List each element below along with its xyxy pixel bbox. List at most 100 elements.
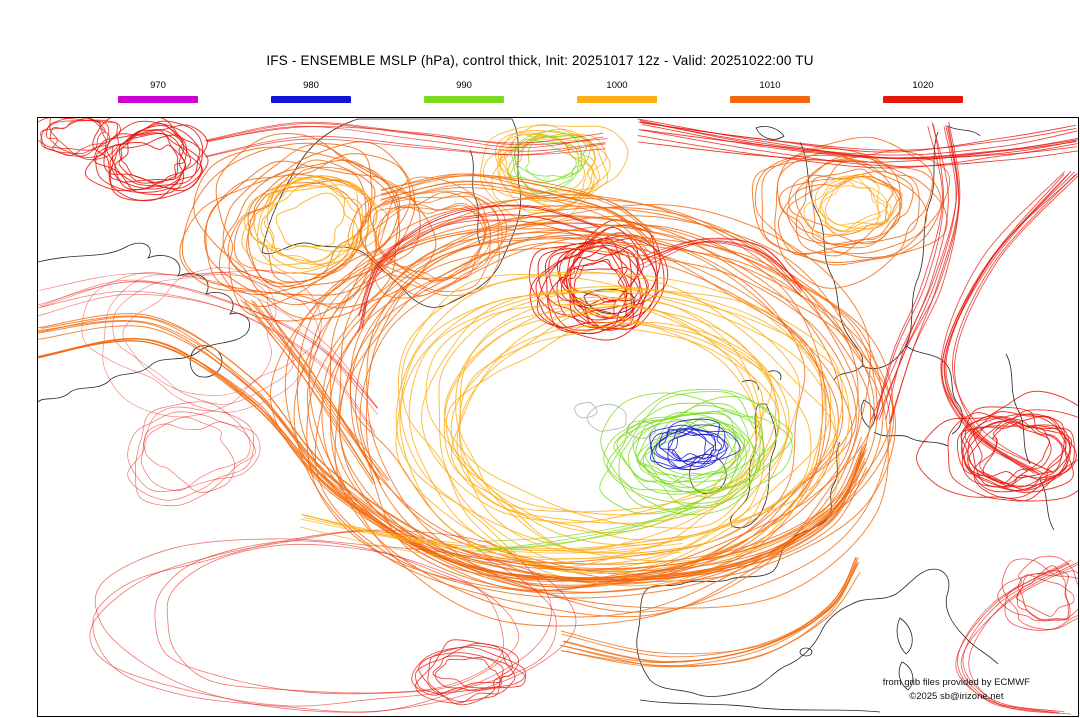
- contour-1020: [144, 416, 235, 493]
- contour-1020: [566, 259, 641, 307]
- contour-1020: [890, 125, 960, 422]
- contour-1020: [1016, 570, 1071, 621]
- contour-1010: [240, 299, 374, 485]
- contour-1020: [941, 173, 1078, 472]
- contour-1020: [205, 135, 606, 157]
- contour-1020: [565, 237, 634, 319]
- coastline-path: [1005, 353, 1031, 465]
- contour-1000: [817, 176, 881, 233]
- contour-1010: [222, 143, 378, 305]
- coastline-path: [947, 125, 981, 137]
- contour-1000: [450, 325, 780, 513]
- contours-layer: [37, 117, 1079, 715]
- contour-1010: [40, 340, 863, 581]
- coastline-path: [799, 647, 813, 657]
- gray-contour: [574, 401, 598, 419]
- contour-1020: [81, 272, 321, 413]
- attribution: from grib files provided by ECMWF ©2025 …: [883, 676, 1030, 705]
- contour-1000: [421, 290, 812, 541]
- contour-1020: [642, 238, 803, 292]
- map-border: [37, 117, 1079, 717]
- contour-1010: [381, 173, 651, 245]
- contour-1020: [968, 561, 1079, 715]
- legend-color-bar: [883, 96, 963, 103]
- legend-color-bar: [577, 96, 657, 103]
- contour-1010: [179, 141, 416, 296]
- contour-1020: [916, 390, 1079, 502]
- contour-1000: [408, 286, 832, 571]
- contour-980: [667, 431, 715, 460]
- legend-label: 980: [303, 80, 319, 91]
- contour-1010: [381, 173, 654, 234]
- contour-990: [510, 134, 591, 195]
- contour-1010: [218, 159, 401, 307]
- contour-1020: [954, 174, 1079, 475]
- contour-1020: [962, 563, 1070, 713]
- contour-1020: [968, 418, 1063, 479]
- contour-1020: [204, 138, 606, 158]
- contour-1000: [395, 271, 840, 562]
- contour-1020: [885, 122, 949, 420]
- contour-1010: [247, 179, 372, 284]
- coastline-path: [636, 579, 853, 697]
- contour-1000: [263, 176, 359, 267]
- contour-1020: [40, 280, 378, 409]
- contour-1020: [415, 639, 516, 704]
- coastline-path: [639, 699, 881, 713]
- contour-1020: [411, 646, 527, 696]
- contour-1000: [456, 305, 758, 524]
- contour-1000: [425, 303, 788, 554]
- coastline-path: [905, 345, 963, 435]
- contour-1010: [181, 142, 437, 309]
- contour-1020: [637, 135, 1078, 169]
- contour-1000: [253, 185, 369, 253]
- contour-1020: [204, 121, 604, 149]
- contour-1020: [166, 543, 504, 694]
- contour-1020: [641, 242, 803, 298]
- gray-contour: [586, 403, 627, 432]
- contour-1020: [956, 415, 1068, 487]
- contour-990: [653, 418, 742, 476]
- contour-1010: [381, 181, 655, 244]
- contour-1020: [940, 171, 1065, 475]
- contour-1010: [244, 300, 375, 483]
- contour-1020: [360, 204, 599, 322]
- contour-1010: [560, 562, 858, 667]
- contour-990: [600, 392, 793, 516]
- contour-1010: [253, 300, 382, 485]
- contour-1020: [952, 174, 1076, 474]
- contour-1010: [37, 320, 866, 581]
- contour-1020: [878, 121, 961, 421]
- contour-1010: [339, 242, 857, 564]
- contour-1000: [401, 274, 836, 574]
- legend-item-1020: 1020: [883, 80, 963, 103]
- contour-1020: [1001, 558, 1079, 630]
- contour-1010: [347, 190, 500, 297]
- legend-item-970: 970: [118, 80, 198, 103]
- contour-1020: [432, 655, 502, 689]
- contour-1010: [786, 156, 901, 245]
- attribution-source: from grib files provided by ECMWF: [882, 676, 1030, 688]
- contour-1020: [357, 214, 601, 333]
- contour-1020: [89, 530, 557, 707]
- contour-990: [476, 501, 701, 552]
- contour-1000: [275, 192, 345, 248]
- coastline-path: [755, 126, 785, 140]
- contour-1020: [535, 225, 661, 341]
- coastline-path: [1039, 479, 1055, 531]
- contour-1020: [39, 273, 379, 409]
- legend-color-bar: [118, 96, 198, 103]
- contour-990: [618, 391, 764, 510]
- contour-1020: [106, 120, 201, 202]
- contour-1000: [266, 177, 363, 270]
- coastline-path: [898, 661, 914, 691]
- contour-1000: [244, 184, 378, 263]
- contour-1010: [774, 136, 933, 289]
- attribution-copyright: ©2025 sb@irizone.net: [909, 691, 1004, 703]
- contour-1010: [377, 202, 487, 283]
- pressure-legend: 970 980 990 1000 1010 1020: [118, 80, 963, 103]
- contour-1020: [573, 260, 628, 307]
- chart-title: IFS - ENSEMBLE MSLP (hPa), control thick…: [266, 53, 814, 68]
- contour-1010: [380, 175, 654, 233]
- contour-1020: [556, 244, 634, 331]
